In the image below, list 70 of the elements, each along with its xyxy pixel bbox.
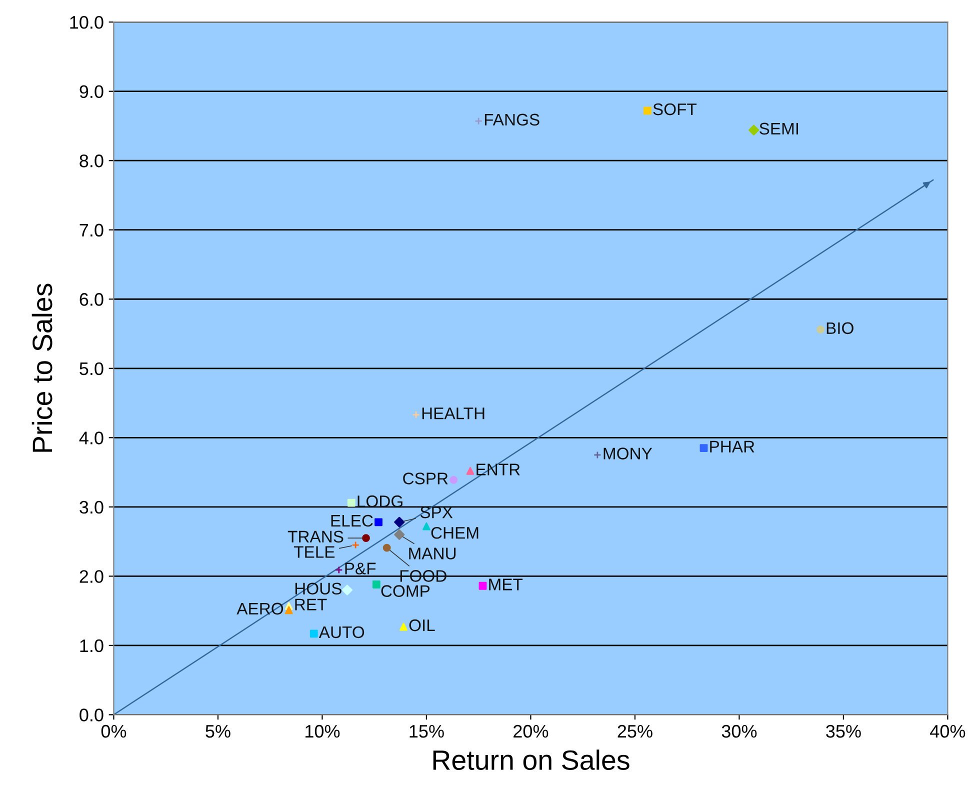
point (347, 498, 356, 507)
series-label: MET (489, 578, 523, 590)
series-label: COMP (381, 585, 430, 597)
series-label: SOFT (653, 103, 697, 116)
point (394, 516, 405, 528)
y-tick-label: 7.0 (80, 224, 104, 237)
y-tick-label: 4.0 (79, 432, 104, 444)
x-tick-label: 10% (306, 724, 340, 738)
series-label: AERO (236, 602, 284, 615)
y-tick-label: 6.0 (80, 293, 104, 306)
series-label: RET (295, 598, 327, 610)
series-label: BIO (826, 322, 854, 334)
point (394, 529, 405, 540)
series-label: ELEC (331, 514, 373, 527)
point (352, 541, 360, 549)
y-tick-label: 9.0 (80, 85, 104, 98)
x-tick-label: 5% (206, 724, 230, 738)
x-tick-label: 0% (101, 724, 126, 738)
y-tick-label: 1.0 (80, 639, 104, 652)
point (334, 566, 343, 574)
series-label: AUTO (318, 626, 364, 638)
y-axis-title: Price to Sales (32, 284, 52, 452)
y-tick-label: 8.0 (80, 154, 104, 168)
series-label: MONY (604, 448, 652, 460)
point (478, 582, 487, 590)
point (748, 124, 760, 136)
x-tick-label: 20% (514, 724, 548, 738)
series-label: PHAR (710, 440, 754, 452)
point (382, 544, 391, 552)
point (422, 522, 430, 530)
x-tick-label: 35% (826, 724, 861, 738)
series-label: HEALTH (422, 408, 484, 420)
series-label: TRANS (288, 530, 344, 543)
series-label: CSPR (403, 472, 448, 484)
point (362, 534, 370, 542)
series-label: SEMI (760, 122, 798, 135)
point (284, 606, 293, 614)
point (400, 622, 408, 631)
point (593, 451, 602, 459)
series-label: OIL (409, 619, 435, 632)
point (342, 584, 353, 596)
series-label: CHEM (431, 526, 478, 539)
point (816, 326, 824, 334)
x-tick-label: 15% (410, 724, 444, 738)
point (372, 580, 380, 588)
series-label: HOUS (295, 582, 342, 595)
y-tick-label: 5.0 (80, 362, 104, 376)
point (644, 106, 652, 115)
x-axis-title: Return on Sales (433, 750, 630, 770)
x-tick-label: 40% (930, 724, 966, 738)
point (450, 476, 458, 484)
point (374, 518, 382, 526)
series-label: LODG (358, 495, 402, 508)
series-label: TELE (294, 546, 335, 558)
series-label: MANU (409, 548, 456, 560)
point (700, 444, 708, 452)
point (466, 466, 474, 475)
x-tick-label: 25% (618, 724, 652, 738)
y-tick-label: 0.0 (80, 708, 104, 722)
series-label: ENTR (476, 464, 520, 476)
y-tick-label: 2.0 (80, 570, 104, 583)
y-tick-label: 10.0 (70, 16, 104, 29)
series-label: FANGS (484, 114, 540, 126)
x-tick-label: 30% (722, 724, 757, 738)
series-label: SPX (420, 506, 453, 518)
point (310, 630, 318, 638)
y-tick-label: 3.0 (80, 500, 104, 514)
point (412, 410, 420, 419)
series-label: P&F (345, 562, 376, 574)
point (474, 117, 483, 126)
